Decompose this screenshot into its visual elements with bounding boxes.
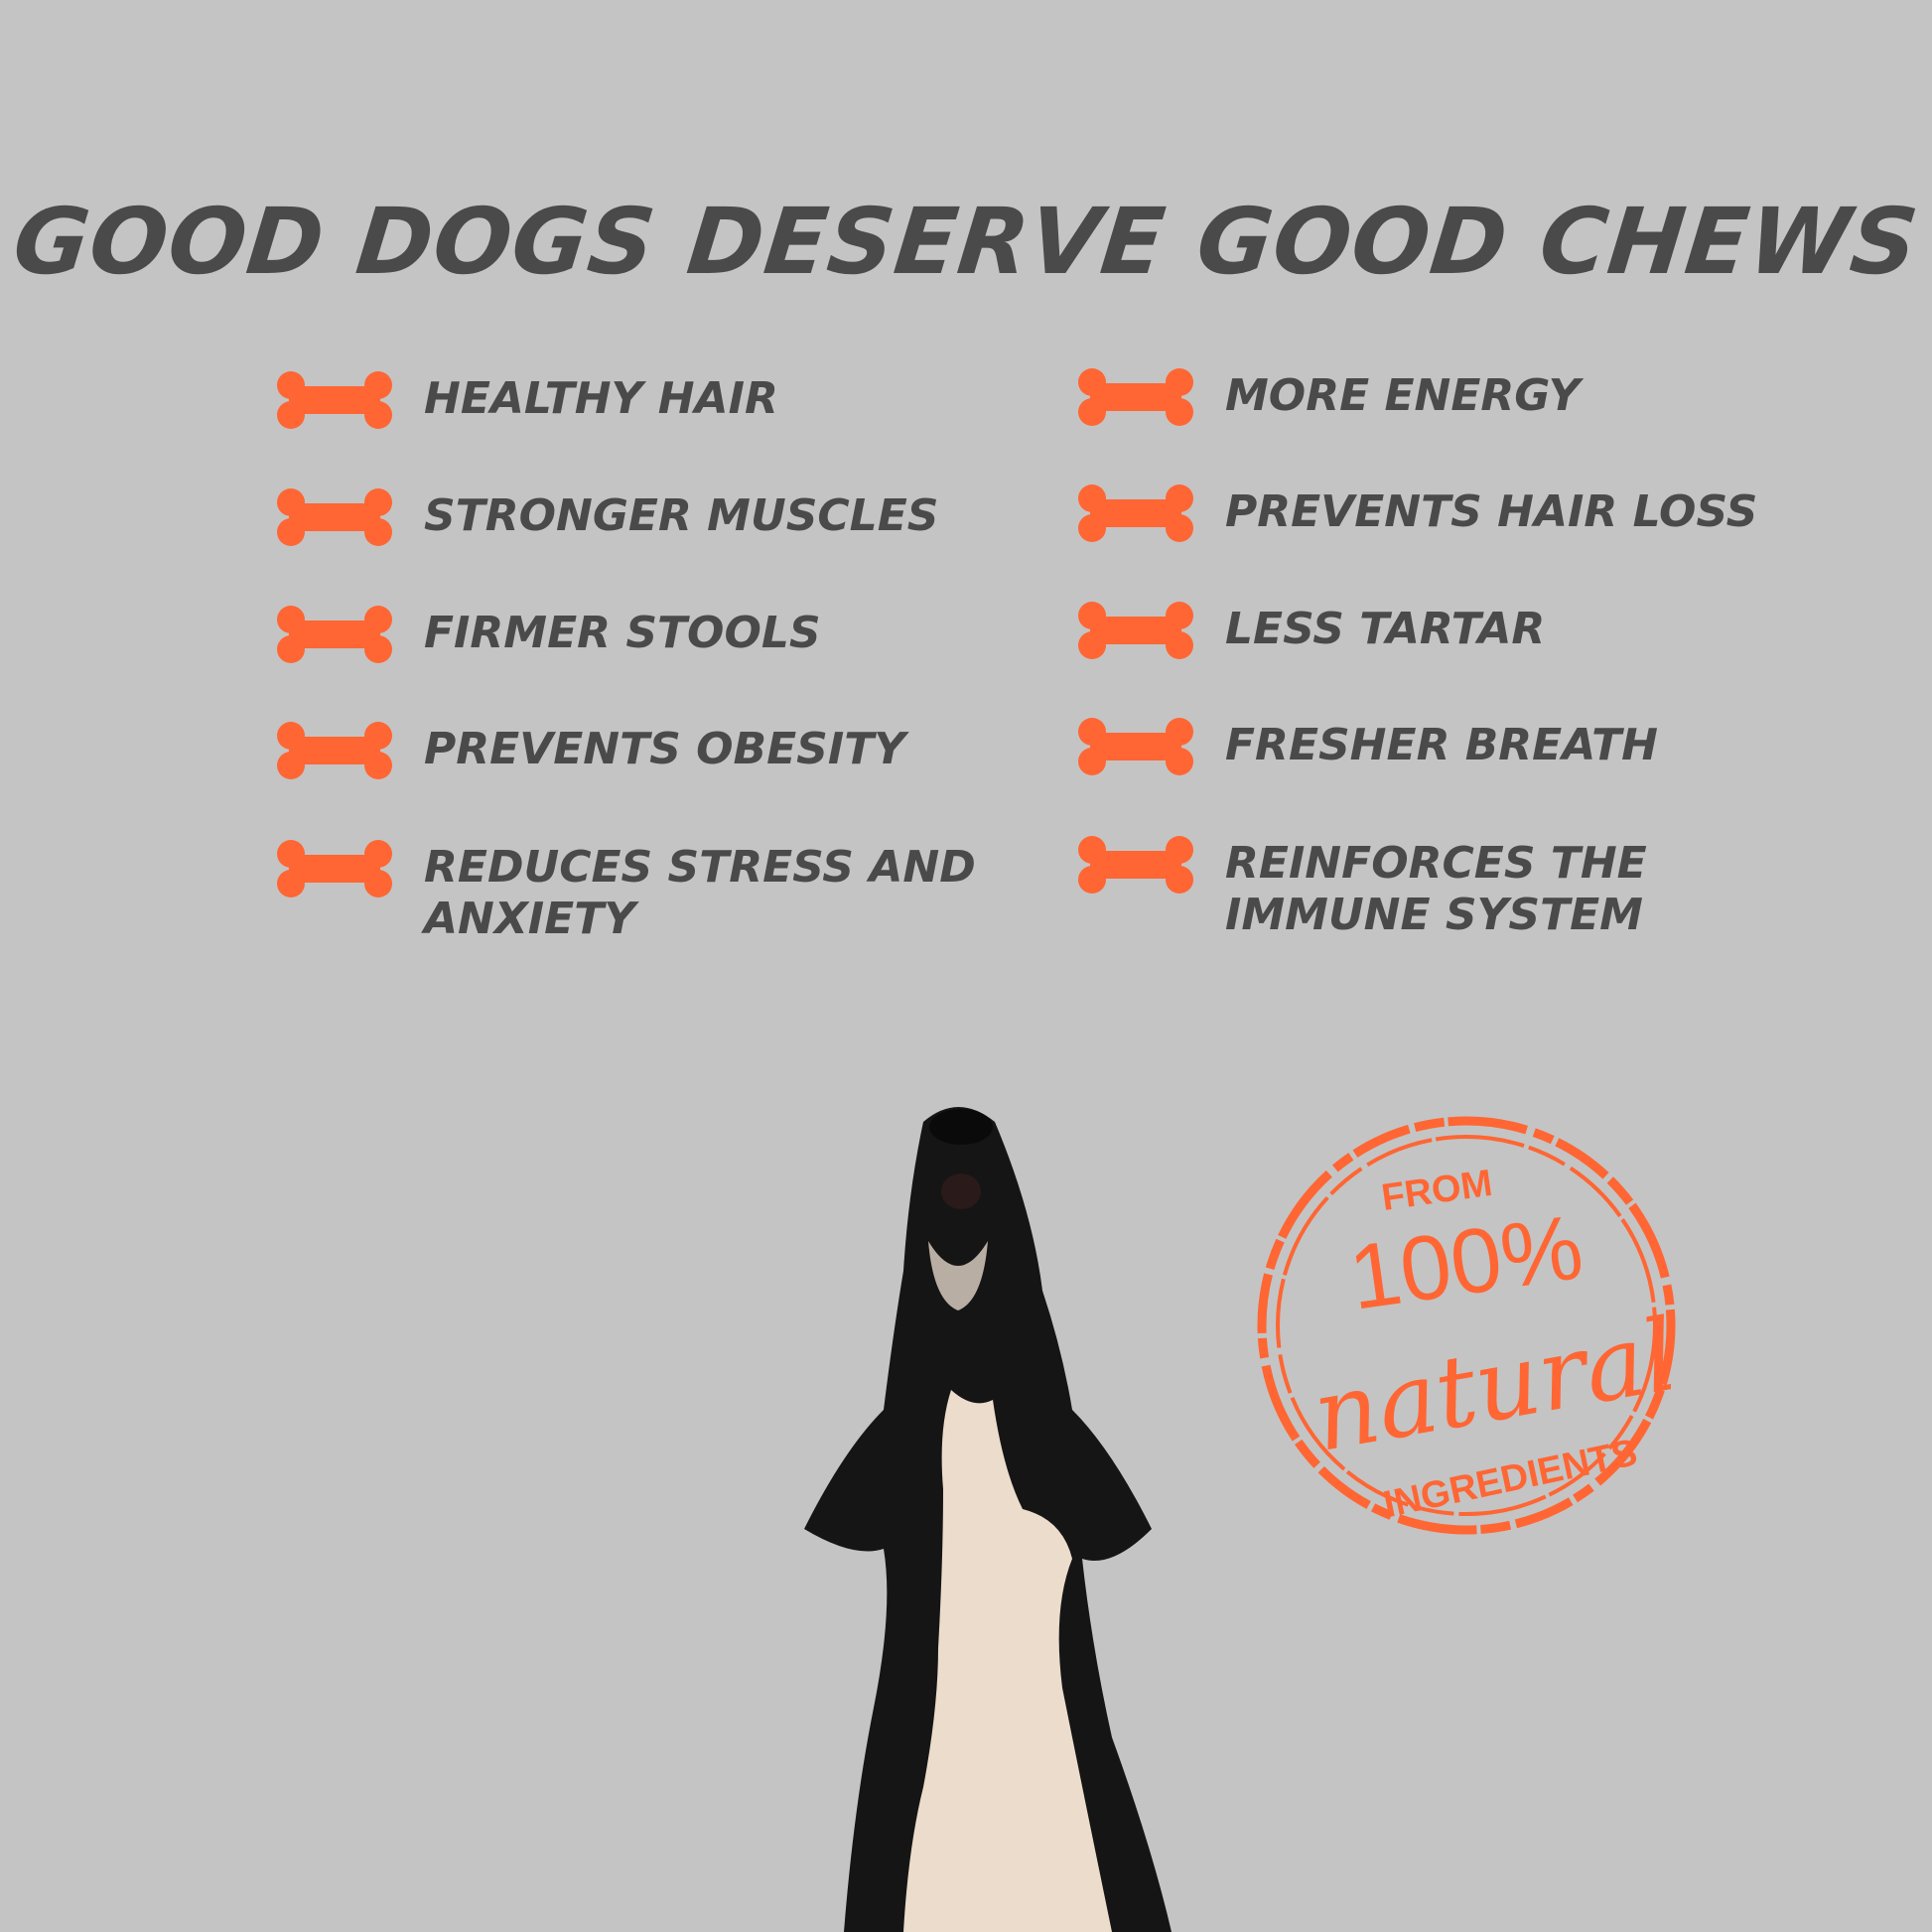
benefit-label: Reinforces the immune system bbox=[1225, 838, 1647, 940]
benefit-item: More energy bbox=[1072, 368, 1821, 426]
natural-ingredients-stamp: FROM 100% natural INGREDIENTS bbox=[1257, 1116, 1680, 1535]
benefit-item: Prevents hair loss bbox=[1072, 484, 1821, 542]
benefit-item: Reinforces the immune system bbox=[1072, 836, 1821, 941]
bone-icon bbox=[271, 840, 398, 897]
bone-icon bbox=[271, 606, 398, 663]
benefit-item: Healthy hair bbox=[271, 371, 1020, 429]
benefit-label: Stronger muscles bbox=[424, 490, 939, 541]
bone-icon bbox=[1072, 602, 1199, 659]
bone-icon bbox=[1072, 368, 1199, 426]
benefit-label: Prevents hair loss bbox=[1225, 486, 1758, 537]
bone-icon bbox=[271, 488, 398, 546]
benefit-label: Fresher breath bbox=[1225, 720, 1658, 770]
page-title: GOOD DOGS DESERVE GOOD CHEWS bbox=[8, 189, 1924, 295]
benefit-label: Reduces stress and anxiety bbox=[424, 842, 976, 944]
benefit-label: More energy bbox=[1225, 370, 1581, 421]
benefit-item: Reduces stress and anxiety bbox=[271, 840, 1020, 945]
benefit-item: Fresher breath bbox=[1072, 718, 1821, 775]
benefit-label: Less tartar bbox=[1225, 604, 1546, 654]
benefit-label: Prevents obesity bbox=[424, 724, 906, 774]
bone-icon bbox=[271, 371, 398, 429]
benefit-item: Firmer stools bbox=[271, 606, 1020, 663]
stamp-percent: 100% bbox=[1343, 1196, 1588, 1329]
benefit-label: Firmer stools bbox=[424, 608, 821, 658]
benefit-item: Less tartar bbox=[1072, 602, 1821, 659]
bone-icon bbox=[1072, 718, 1199, 775]
bone-icon bbox=[1072, 484, 1199, 542]
bone-icon bbox=[271, 722, 398, 779]
dog-photo bbox=[804, 1107, 1172, 1932]
benefit-label: Healthy hair bbox=[424, 373, 778, 424]
bone-icon bbox=[1072, 836, 1199, 894]
benefit-item: Stronger muscles bbox=[271, 488, 1020, 546]
benefit-item: Prevents obesity bbox=[271, 722, 1020, 779]
